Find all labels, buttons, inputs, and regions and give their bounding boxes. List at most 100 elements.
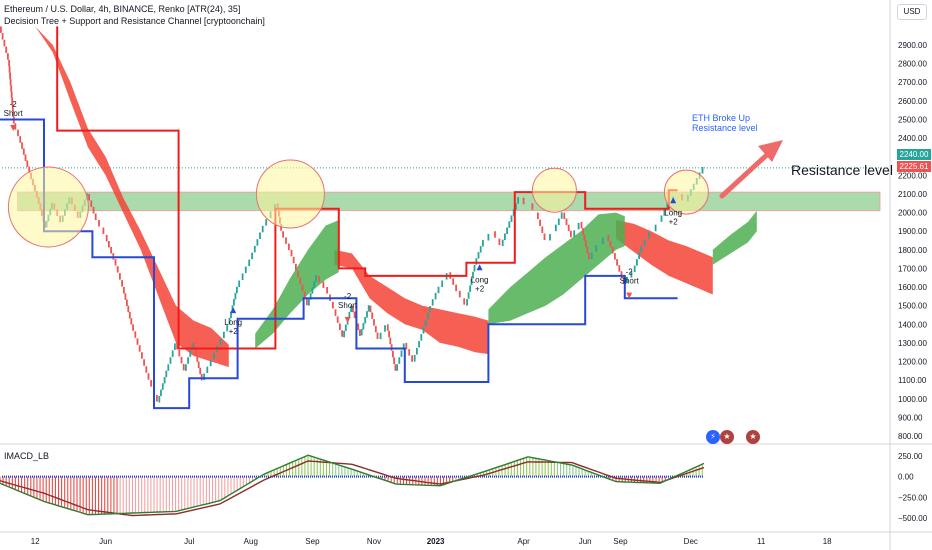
renko-brick-down [369,305,372,313]
signal-label: +2 [669,217,679,226]
renko-brick-down [389,337,392,345]
renko-brick-up [701,167,704,174]
renko-brick-up [666,203,669,210]
renko-brick-down [94,213,97,220]
renko-brick-up [362,323,365,330]
breakout-arrow-head [758,140,783,162]
x-tick-label: 2023 [427,537,445,546]
y-tick-label: 1600.00 [898,283,927,292]
signal-label: -2 [344,292,352,301]
renko-brick-up [429,306,431,313]
renko-brick-down [334,309,337,316]
renko-brick-down [132,324,134,331]
renko-brick-down [116,266,119,273]
renko-brick-up [256,239,259,246]
renko-brick-down [393,357,395,364]
channel-lines [0,26,678,410]
x-tick-label: 12 [31,537,40,546]
y-tick-label: 1300.00 [898,339,927,348]
x-tick-label: Sep [305,537,320,546]
y-tick-label: 2700.00 [898,78,927,87]
renko-brick-up [633,265,636,273]
renko-brick-up [630,271,633,278]
renko-brick-down [371,312,374,319]
macd-tick-label: 0.00 [898,473,914,482]
renko-brick-down [145,366,148,373]
renko-brick-up [477,252,480,259]
renko-brick-down [583,234,586,241]
highlight-circle [255,159,325,229]
renko-brick-down [376,332,379,339]
renko-brick-up [441,280,444,287]
renko-brick-up [573,230,576,237]
renko-brick-down [5,46,8,53]
us-flag-icon-2[interactable]: ★ [746,430,760,444]
renko-brick-down [7,53,9,60]
renko-brick-down [11,104,14,111]
cloud-bull [255,220,339,349]
renko-brick-down [326,287,328,294]
renko-brick-up [161,383,164,390]
renko-brick-up [230,311,232,319]
renko-brick-down [408,349,411,356]
renko-brick-down [580,221,583,229]
signal-label: Short [620,277,640,286]
breakout-arrow [719,140,783,199]
renko-brick-up [163,377,166,384]
renko-brick-down [98,220,100,227]
renko-brick-down [28,166,31,174]
cloud-bear [334,249,489,355]
renko-brick-up [209,359,212,367]
renko-brick-up [560,212,563,219]
signal-label: -2 [10,100,18,109]
renko-brick-down [8,59,10,67]
renko-brick-up [379,332,382,340]
renko-brick-down [611,247,614,254]
renko-brick-up [223,331,225,339]
lightning-icon[interactable]: ⚡ [706,430,720,444]
currency-button[interactable]: USD [897,4,927,20]
renko-brick-down [10,85,13,92]
short-arrow-icon [626,292,633,299]
x-tick-label: Jun [99,537,112,546]
renko-brick-up [549,234,551,241]
renko-brick-down [318,275,320,283]
renko-brick-up [472,271,474,279]
renko-brick-down [620,271,623,278]
renko-brick-down [288,243,290,251]
renko-brick-down [147,373,150,380]
renko-brick-up [469,285,471,292]
indicator-title: Decision Tree + Support and Resistance C… [4,16,265,26]
macd-tick-label: 250.00 [898,452,923,461]
renko-brick-down [537,212,539,220]
renko-brick-down [9,72,11,80]
renko-brick-up [555,224,557,232]
renko-brick-up [654,224,657,232]
renko-brick-down [143,359,145,366]
macd-line [0,454,705,516]
renko-brick-down [138,345,141,352]
renko-brick-down [522,197,525,205]
renko-brick-down [178,349,181,357]
renko-brick-down [531,203,534,210]
x-tick-label: Jul [184,537,194,546]
renko-brick-up [660,215,663,222]
renko-brick-up [473,265,476,272]
renko-brick-up [475,258,478,265]
renko-brick-down [134,331,137,338]
renko-brick-up [236,286,238,294]
renko-brick-up [165,370,168,378]
chart-title: Ethereum / U.S. Dollar, 4h, BINANCE, Ren… [4,4,241,14]
us-flag-icon[interactable]: ★ [720,430,734,444]
renko-brick-down [570,230,572,238]
long-arrow-icon [670,197,677,204]
y-tick-label: 1700.00 [898,264,927,273]
renko-brick-down [92,207,95,214]
renko-brick-down [194,349,197,356]
renko-brick-up [238,280,241,287]
renko-brick-down [193,342,196,350]
renko-brick-down [119,273,121,280]
